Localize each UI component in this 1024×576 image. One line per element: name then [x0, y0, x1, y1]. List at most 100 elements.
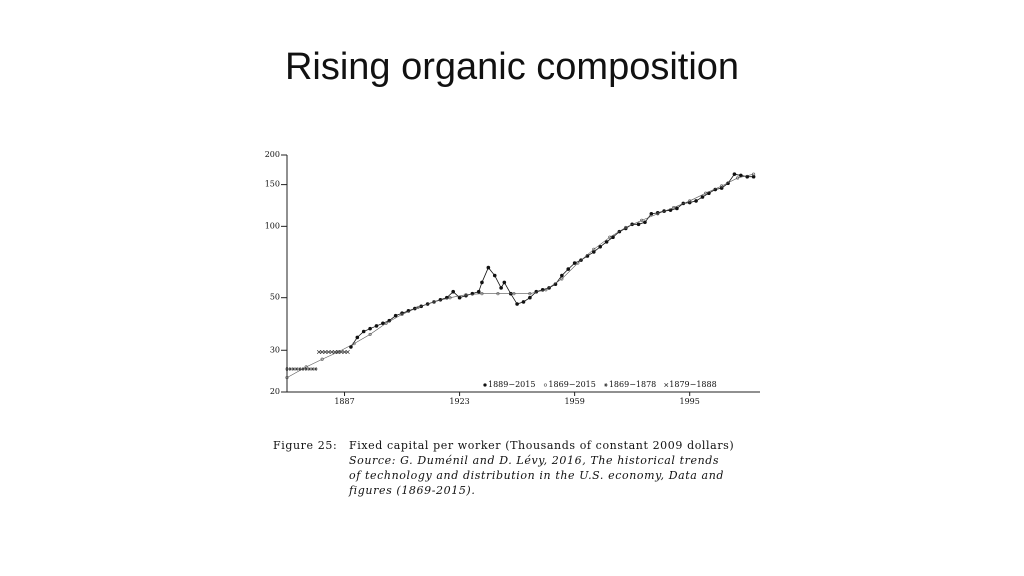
star-marker: [304, 367, 308, 371]
circle-marker: [752, 172, 756, 176]
y-tick-label: 150: [265, 180, 280, 189]
dot: [492, 273, 497, 278]
x-tick-label: 1887: [334, 397, 354, 406]
caption-text: Fixed capital per worker (Thousands of c…: [349, 439, 734, 452]
x-tick-label: 1959: [564, 397, 584, 406]
circle-marker: [704, 191, 708, 195]
y-tick-label: 100: [265, 221, 280, 230]
cross-marker: [336, 349, 341, 355]
star-marker: [310, 367, 315, 371]
circle-marker: [544, 288, 548, 292]
cross-marker: [326, 349, 331, 355]
legend-label: 1889−2015: [488, 380, 535, 389]
dot: [572, 261, 577, 265]
cross-marker: [329, 349, 334, 355]
dot: [361, 329, 366, 334]
circle-marker: [320, 357, 324, 361]
legend-label: 1879−1888: [669, 380, 716, 389]
dot: [470, 291, 475, 296]
dot: [502, 280, 507, 285]
circle-marker: [480, 292, 484, 296]
cross-marker: [345, 349, 350, 355]
dot: [457, 295, 462, 300]
dot: [355, 335, 360, 340]
dot: [636, 222, 641, 227]
circle-marker: [640, 218, 644, 222]
circle-marker: [672, 206, 676, 210]
circle-marker: [592, 247, 596, 251]
dot: [515, 302, 519, 306]
cross-marker: [320, 349, 325, 355]
dot: [528, 295, 532, 300]
dot: [521, 300, 526, 304]
star-marker: [604, 383, 608, 387]
legend-label: 1869−1878: [609, 380, 656, 389]
y-tick-label: 30: [270, 345, 280, 354]
circle-marker: [560, 277, 564, 281]
circle-marker: [512, 292, 516, 296]
star-marker: [307, 367, 312, 371]
dot: [700, 195, 705, 199]
circle-marker: [496, 292, 500, 296]
dot: [381, 321, 385, 326]
circle-marker: [624, 225, 628, 229]
dot: [592, 250, 596, 254]
legend-label: 1869−2015: [548, 380, 595, 389]
caption-source: figures (1869-2015).: [348, 484, 475, 497]
circle-marker: [576, 261, 580, 265]
dot: [598, 244, 603, 249]
dot: [483, 383, 487, 387]
dot: [374, 324, 379, 328]
series: [285, 172, 756, 380]
circle-marker: [352, 342, 356, 346]
caption-label: Figure 25:: [273, 439, 337, 452]
dot: [499, 286, 503, 290]
star-marker: [297, 367, 302, 371]
dot: [675, 206, 679, 211]
cross-marker: [339, 349, 344, 355]
y-tick-label: 200: [265, 150, 280, 159]
circle-marker: [285, 376, 289, 380]
cross-marker: [664, 382, 669, 388]
circle-marker: [656, 212, 660, 216]
y-tick-label: 50: [270, 293, 280, 302]
circle-marker: [448, 296, 452, 300]
series-line: [286, 173, 754, 378]
legend: 1889−2015 1869−2015 1869−1878 1879−1888: [483, 380, 717, 389]
circle-marker: [608, 235, 612, 239]
x-tick-label: 1995: [680, 397, 700, 406]
circle-marker: [528, 292, 532, 296]
dot: [368, 326, 372, 331]
circle-marker: [416, 305, 420, 309]
dot: [566, 267, 571, 271]
cross-marker: [316, 349, 322, 355]
dot: [480, 280, 484, 285]
dot: [751, 174, 756, 179]
dot: [585, 254, 590, 258]
dot: [649, 211, 654, 216]
star-marker: [294, 367, 299, 371]
star-marker: [285, 367, 289, 371]
dot: [655, 211, 660, 215]
dot: [451, 289, 455, 294]
dot: [553, 282, 558, 287]
star-marker: [288, 367, 292, 371]
dot: [694, 199, 698, 203]
circle-marker: [720, 184, 724, 188]
star-marker: [291, 367, 296, 371]
cross-marker: [332, 349, 337, 355]
dot: [739, 173, 743, 178]
dot: [643, 220, 647, 225]
circle-marker: [688, 199, 692, 203]
caption-source: Source: G. Duménil and D. Lévy, 2016, Th…: [349, 454, 719, 467]
x-tick-label: 1923: [449, 397, 469, 406]
circle-marker: [464, 293, 468, 297]
star-marker: [313, 367, 318, 371]
circle-marker: [736, 176, 740, 180]
circle-marker: [384, 321, 388, 325]
circle-marker: [368, 332, 372, 336]
series-line: [350, 173, 754, 348]
dot: [486, 265, 491, 270]
circle-marker: [432, 300, 436, 304]
